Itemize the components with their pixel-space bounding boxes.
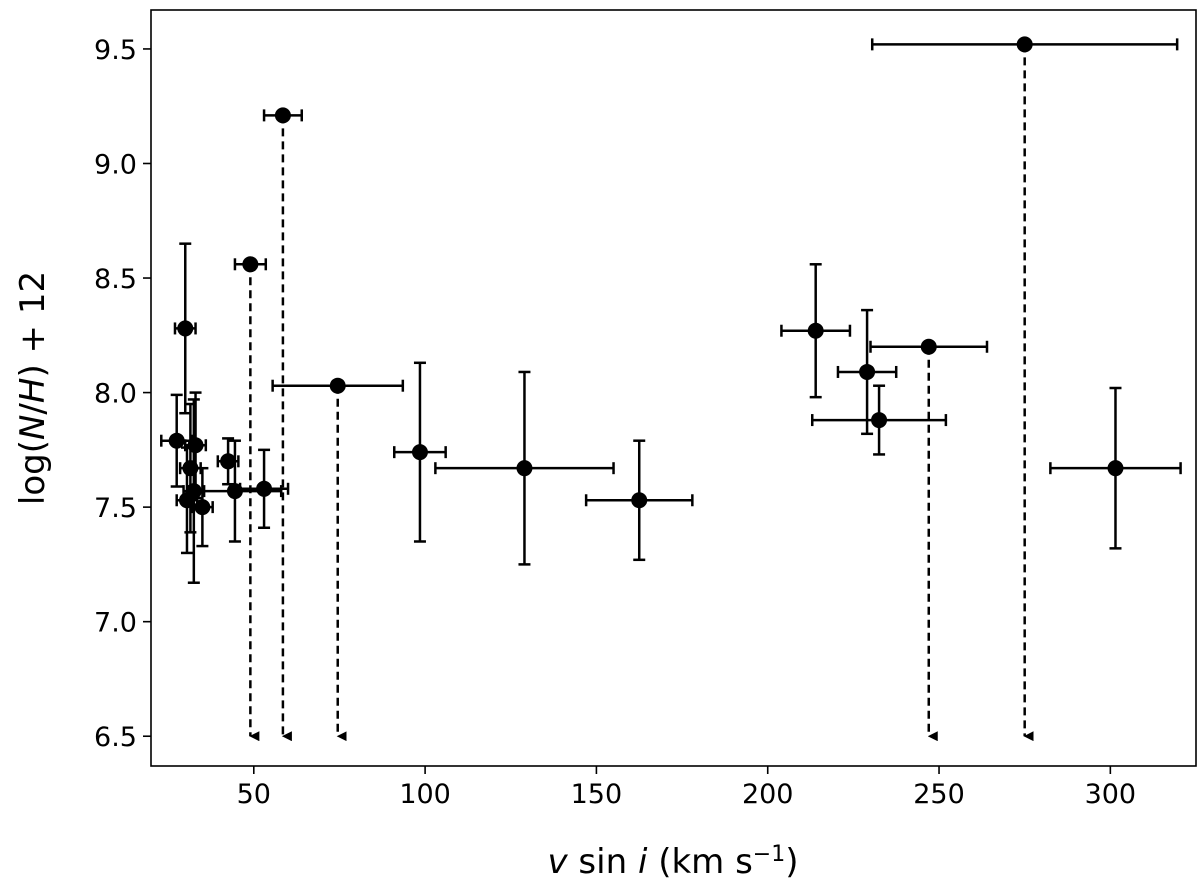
- data-marker: [177, 320, 194, 337]
- x-tick-label-250: 250: [913, 779, 965, 810]
- data-marker: [920, 338, 937, 355]
- y-tick-label-6.5: 6.5: [94, 722, 137, 753]
- y-tick-label-8: 8.0: [94, 379, 137, 410]
- data-point-6: [190, 466, 214, 548]
- data-point-10: [233, 256, 268, 742]
- y-tick-label-9.5: 9.5: [94, 35, 137, 66]
- data-marks: [160, 36, 1182, 742]
- data-point-1: [173, 242, 197, 415]
- data-point-13: [393, 361, 447, 543]
- plot-frame: [150, 9, 1197, 767]
- data-point-9: [238, 448, 290, 529]
- data-point-0: [160, 393, 194, 488]
- x-tick-label-100: 100: [399, 779, 451, 810]
- x-tick-label-200: 200: [742, 779, 794, 810]
- data-marker: [187, 437, 204, 454]
- data-marker: [1016, 36, 1033, 53]
- y-tick-label-8.5: 8.5: [94, 264, 137, 295]
- data-point-19: [869, 338, 989, 742]
- x-tick-label-50: 50: [237, 779, 271, 810]
- data-point-14: [434, 370, 615, 566]
- data-marker: [194, 499, 211, 516]
- data-marker: [220, 453, 237, 470]
- data-marker: [329, 377, 346, 394]
- y-tick-label-7: 7.0: [94, 608, 137, 639]
- data-point-15: [584, 439, 694, 562]
- data-point-20: [870, 36, 1179, 742]
- data-point-21: [1049, 386, 1182, 550]
- y-axis-label: log(N/H) + 12: [13, 271, 53, 505]
- data-marker: [242, 256, 259, 273]
- data-marker: [1107, 460, 1124, 477]
- data-point-16: [780, 263, 852, 399]
- y-tick-label-7.5: 7.5: [94, 493, 137, 524]
- x-tick-label-300: 300: [1085, 779, 1137, 810]
- data-marker: [256, 480, 273, 497]
- axes: 50 100 150 200 250 300 6.5 7.0 7.5 8.0 8.5 9.0 9.5: [94, 9, 1197, 810]
- data-point-7: [216, 437, 240, 486]
- data-marker: [411, 444, 428, 461]
- data-point-17: [836, 308, 898, 436]
- data-marker: [871, 412, 888, 429]
- data-marker: [859, 363, 876, 380]
- x-tick-label-150: 150: [571, 779, 623, 810]
- data-point-12: [271, 377, 405, 742]
- x-axis-label: v sin i (km s−1): [547, 842, 798, 883]
- data-marker: [168, 432, 185, 449]
- data-marker: [516, 460, 533, 477]
- data-marker: [631, 492, 648, 509]
- data-marker: [807, 322, 824, 339]
- data-point-18: [811, 384, 948, 456]
- data-marker: [274, 107, 291, 124]
- data-point-5: [184, 391, 208, 500]
- data-point-11: [262, 107, 304, 742]
- y-tick-label-9: 9.0: [94, 149, 137, 180]
